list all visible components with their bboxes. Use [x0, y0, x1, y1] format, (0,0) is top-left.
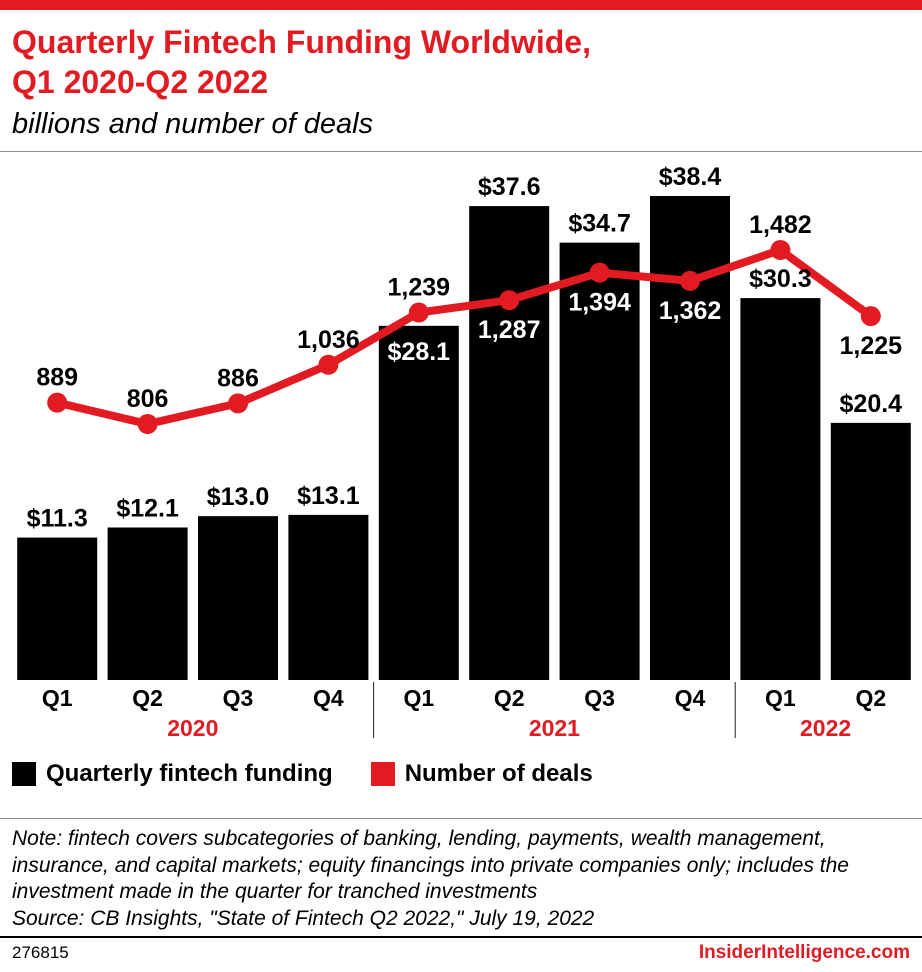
funding-value-label: $12.1: [116, 494, 179, 522]
funding-value-label: $28.1: [388, 338, 451, 366]
funding-bar: [740, 298, 821, 680]
brand-stripe: [0, 0, 922, 10]
deals-point: [228, 393, 248, 414]
funding-bar: [559, 242, 640, 680]
funding-value-label: $37.6: [478, 173, 541, 201]
year-label: 2022: [800, 715, 851, 740]
deals-point: [408, 302, 429, 323]
deals-point: [680, 270, 700, 291]
legend-item-deals: Number of deals: [370, 760, 593, 788]
legend: Quarterly fintech funding Number of deal…: [12, 760, 593, 788]
deals-point: [499, 290, 520, 311]
x-tick-label: Q3: [584, 685, 615, 711]
title-line-2: Q1 2020-Q2 2022: [12, 64, 269, 100]
funding-bar: [469, 206, 550, 681]
page-title: Quarterly Fintech Funding Worldwide, Q1 …: [12, 22, 591, 102]
deals-point: [860, 306, 881, 327]
year-label: 2021: [529, 715, 580, 740]
deals-value-label: 806: [127, 385, 169, 413]
footer-divider: [0, 936, 922, 938]
funding-bar: [17, 537, 98, 680]
note-text: Note: fintech covers subcategories of ba…: [12, 827, 849, 930]
deals-value-label: 1,225: [840, 332, 903, 360]
x-tick-label: Q2: [855, 685, 886, 711]
deals-point: [137, 414, 158, 434]
legend-label-deals: Number of deals: [404, 760, 593, 787]
deals-point: [589, 262, 610, 283]
header-divider: [0, 151, 922, 152]
funding-value-label: $30.3: [749, 265, 812, 293]
legend-item-funding: Quarterly fintech funding: [12, 760, 333, 788]
deals-point: [770, 240, 791, 260]
x-tick-label: Q4: [675, 685, 706, 711]
legend-swatch-deals: [370, 762, 395, 786]
funding-value-label: $34.7: [568, 210, 631, 238]
note-divider: [0, 818, 922, 819]
funding-bar: [830, 422, 911, 680]
deals-point: [47, 392, 68, 413]
deals-line: [53, 246, 875, 428]
legend-label-funding: Quarterly fintech funding: [46, 760, 333, 787]
deals-value-label: 1,362: [659, 297, 722, 325]
legend-swatch-funding: [12, 762, 36, 786]
chart-subtitle: billions and number of deals: [12, 108, 374, 140]
funding-value-label: $20.4: [840, 390, 903, 418]
footer: 276815 InsiderIntelligence.com: [12, 942, 910, 964]
funding-bar: [378, 325, 459, 680]
x-tick-label: Q1: [765, 685, 796, 711]
funding-value-label: $11.3: [27, 505, 88, 533]
x-tick-label: Q2: [494, 685, 525, 711]
funding-bar: [198, 516, 278, 680]
x-tick-label: Q1: [42, 685, 73, 711]
x-tick-label: Q4: [313, 685, 344, 711]
deals-value-label: 1,394: [568, 289, 631, 317]
year-label: 2020: [167, 715, 218, 740]
deals-value-label: 886: [217, 364, 259, 392]
brand-link[interactable]: InsiderIntelligence.com: [698, 942, 910, 963]
x-tick-label: Q3: [223, 685, 254, 711]
funding-bar: [288, 514, 369, 680]
deals-value-label: 1,036: [297, 326, 360, 354]
x-tick-label: Q1: [403, 685, 434, 711]
funding-value-label: $38.4: [659, 163, 722, 191]
deals-value-label: 1,239: [388, 274, 451, 302]
funding-value-label: $13.1: [297, 482, 360, 510]
deals-point: [318, 354, 339, 375]
title-line-1: Quarterly Fintech Funding Worldwide,: [12, 24, 591, 60]
x-tick-label: Q2: [132, 685, 163, 711]
funding-value-label: $13.0: [207, 483, 270, 511]
deals-value-label: 1,482: [749, 211, 812, 239]
chart-id: 276815: [12, 943, 69, 962]
deals-value-label: 889: [36, 364, 78, 392]
funding-bar: [107, 527, 188, 680]
deals-value-label: 1,287: [478, 316, 541, 344]
